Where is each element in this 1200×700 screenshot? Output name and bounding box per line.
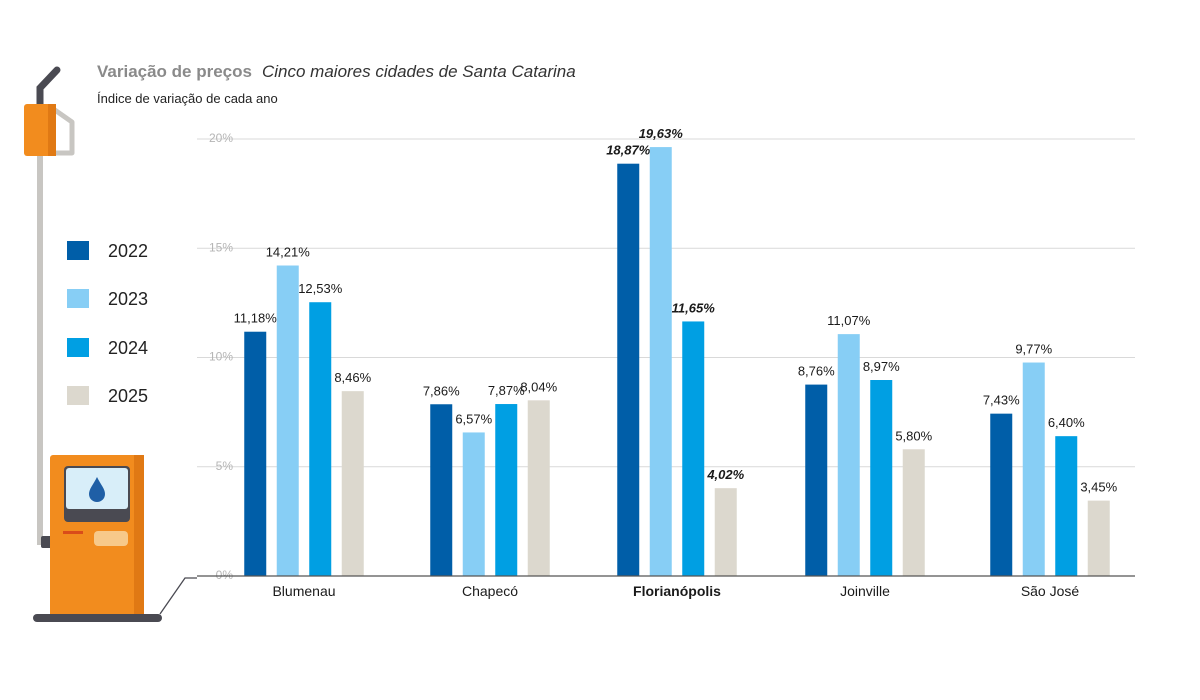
data-label: 8,97% <box>863 359 900 374</box>
data-label: 11,07% <box>827 313 871 328</box>
bar-2023-3 <box>837 334 860 576</box>
chart-title: Variação de preços Cinco maiores cidades … <box>97 62 576 82</box>
data-label: 12,53% <box>298 281 343 296</box>
data-label: 9,77% <box>1015 342 1052 357</box>
legend-label-2024: 2024 <box>108 338 149 358</box>
bar-2023-2 <box>649 147 672 576</box>
bar-2023-1 <box>462 432 485 576</box>
data-label: 4,02% <box>706 467 744 482</box>
title-main: Variação de preços <box>97 62 252 81</box>
legend-item-2024: 2024 <box>67 337 187 359</box>
data-label: 7,43% <box>983 393 1020 408</box>
bar-2025-4 <box>1087 500 1110 576</box>
data-label: 18,87% <box>606 143 651 158</box>
legend-item-2022: 2022 <box>67 240 187 262</box>
x-category-label: São José <box>1021 583 1080 599</box>
data-label: 8,76% <box>798 364 835 379</box>
data-label: 14,21% <box>266 245 311 260</box>
title-sub: Cinco maiores cidades de Santa Catarina <box>261 62 576 81</box>
legend-swatch-2022 <box>67 241 89 260</box>
x-category-label: Chapecó <box>462 583 518 599</box>
data-label: 19,63% <box>639 126 684 141</box>
data-label: 6,40% <box>1048 415 1085 430</box>
data-label: 7,87% <box>488 383 525 398</box>
x-category-label: Joinville <box>840 583 890 599</box>
chart-subtitle: Índice de variação de cada ano <box>97 91 278 106</box>
bar-2022-2 <box>617 163 640 577</box>
data-label: 7,86% <box>423 383 460 398</box>
y-tick-label: 20% <box>209 131 233 145</box>
bar-2022-3 <box>805 384 828 576</box>
legend-label-2023: 2023 <box>108 289 149 309</box>
y-tick-label: 0% <box>216 568 234 582</box>
bar-2022-0 <box>244 331 267 576</box>
bar-2023-4 <box>1022 362 1045 576</box>
y-tick-label: 15% <box>209 240 233 254</box>
legend-swatch-2025 <box>67 386 89 405</box>
legend-swatch-2023 <box>67 289 89 308</box>
data-label: 8,04% <box>520 379 557 394</box>
bar-2023-0 <box>276 265 299 576</box>
bar-2024-0 <box>309 302 332 576</box>
legend-swatch-2024 <box>67 338 89 357</box>
legend-item-2023: 2023 <box>67 288 187 310</box>
bar-2025-3 <box>902 449 925 576</box>
legend-label-2025: 2025 <box>108 386 149 406</box>
x-category-label: Blumenau <box>272 583 335 599</box>
bar-2025-1 <box>527 400 550 576</box>
bar-2024-4 <box>1055 436 1078 576</box>
bar-2024-1 <box>495 404 518 576</box>
legend-label-2022: 2022 <box>108 241 149 261</box>
fuel-drop-icon <box>89 477 105 502</box>
legend-item-2025: 2025 <box>67 385 187 407</box>
bar-2024-3 <box>870 380 893 576</box>
fuel-pump-icon <box>24 66 197 622</box>
y-tick-label: 10% <box>209 350 233 364</box>
data-label: 6,57% <box>455 411 492 426</box>
data-label: 3,45% <box>1080 480 1117 495</box>
y-tick-label: 5% <box>216 459 234 473</box>
data-label: 11,65% <box>672 300 716 315</box>
bar-2025-2 <box>714 488 737 576</box>
data-label: 5,80% <box>895 428 932 443</box>
bar-2024-2 <box>682 321 705 576</box>
bar-2022-4 <box>990 413 1013 576</box>
bar-2025-0 <box>341 391 364 576</box>
x-category-label: Florianópolis <box>633 583 721 599</box>
data-label: 8,46% <box>334 370 371 385</box>
bar-2022-1 <box>430 404 453 576</box>
data-label: 11,18% <box>234 311 278 326</box>
